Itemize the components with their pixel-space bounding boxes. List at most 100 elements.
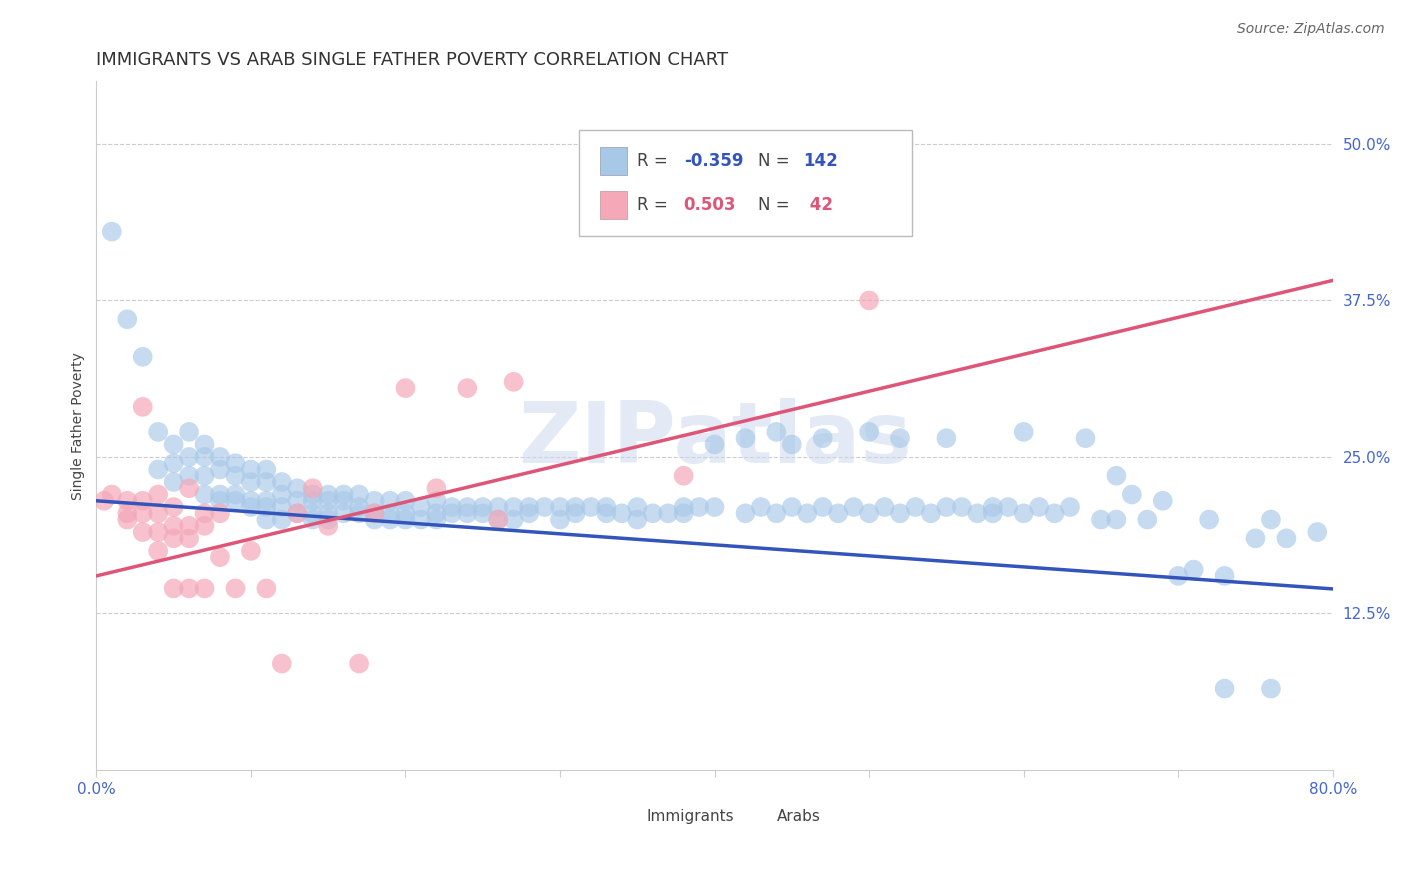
FancyBboxPatch shape [758, 808, 773, 823]
Point [981, 500, 1004, 514]
Point [254, 582, 277, 596]
Point [270, 512, 292, 526]
Point [378, 506, 401, 520]
Point [780, 500, 803, 514]
Point [858, 506, 880, 520]
Point [765, 425, 787, 439]
Point [579, 500, 602, 514]
Text: ZIPatlas: ZIPatlas [517, 398, 911, 481]
Point [193, 518, 215, 533]
Point [301, 506, 323, 520]
Point [208, 493, 231, 508]
Point [162, 437, 184, 451]
Point [595, 506, 617, 520]
Point [285, 506, 308, 520]
Point [672, 506, 695, 520]
Point [672, 500, 695, 514]
Point [285, 506, 308, 520]
Text: R =: R = [637, 152, 672, 170]
Text: 0.503: 0.503 [683, 196, 737, 214]
Point [626, 500, 648, 514]
Point [177, 481, 200, 495]
Point [595, 500, 617, 514]
Text: IMMIGRANTS VS ARAB SINGLE FATHER POVERTY CORRELATION CHART: IMMIGRANTS VS ARAB SINGLE FATHER POVERTY… [97, 51, 728, 69]
Point [193, 468, 215, 483]
Text: N =: N = [758, 196, 794, 214]
Point [471, 500, 494, 514]
Point [981, 506, 1004, 520]
Point [146, 487, 169, 501]
Point [93, 493, 115, 508]
Point [332, 487, 354, 501]
Point [254, 462, 277, 476]
Point [378, 512, 401, 526]
FancyBboxPatch shape [628, 808, 644, 823]
Point [332, 506, 354, 520]
Point [162, 456, 184, 470]
Point [517, 506, 540, 520]
Point [347, 506, 370, 520]
Point [117, 512, 139, 526]
Point [548, 500, 571, 514]
Point [409, 512, 432, 526]
Point [1167, 569, 1189, 583]
Point [1012, 425, 1035, 439]
Point [548, 512, 571, 526]
Point [224, 487, 246, 501]
Point [486, 512, 509, 526]
Point [239, 500, 262, 514]
Point [208, 550, 231, 565]
Point [254, 512, 277, 526]
Point [101, 225, 124, 239]
Point [935, 431, 957, 445]
Text: R =: R = [637, 196, 672, 214]
Point [920, 506, 942, 520]
Point [1213, 569, 1236, 583]
Point [363, 506, 385, 520]
Point [502, 375, 524, 389]
Text: Arabs: Arabs [776, 809, 820, 823]
Point [208, 450, 231, 464]
Point [440, 506, 463, 520]
Point [177, 532, 200, 546]
Point [193, 450, 215, 464]
Point [132, 350, 155, 364]
Point [347, 487, 370, 501]
Point [224, 493, 246, 508]
FancyBboxPatch shape [578, 129, 912, 236]
Point [517, 500, 540, 514]
Point [486, 512, 509, 526]
Point [254, 475, 277, 489]
Point [146, 425, 169, 439]
Point [950, 500, 973, 514]
Point [564, 500, 586, 514]
Point [796, 506, 818, 520]
Point [208, 462, 231, 476]
Point [177, 450, 200, 464]
Point [301, 487, 323, 501]
Point [456, 381, 478, 395]
Point [564, 506, 586, 520]
Point [316, 487, 339, 501]
Point [1121, 487, 1143, 501]
Point [363, 493, 385, 508]
Text: N =: N = [758, 152, 794, 170]
Point [749, 500, 772, 514]
Point [146, 544, 169, 558]
Point [177, 518, 200, 533]
Point [703, 500, 725, 514]
Point [502, 500, 524, 514]
Text: 142: 142 [804, 152, 838, 170]
Point [904, 500, 927, 514]
Point [301, 512, 323, 526]
Point [285, 481, 308, 495]
Text: 42: 42 [804, 196, 832, 214]
Point [1306, 524, 1329, 539]
Point [378, 493, 401, 508]
Point [132, 524, 155, 539]
Point [162, 518, 184, 533]
Point [811, 500, 834, 514]
Point [193, 582, 215, 596]
Point [626, 512, 648, 526]
Point [1152, 493, 1174, 508]
